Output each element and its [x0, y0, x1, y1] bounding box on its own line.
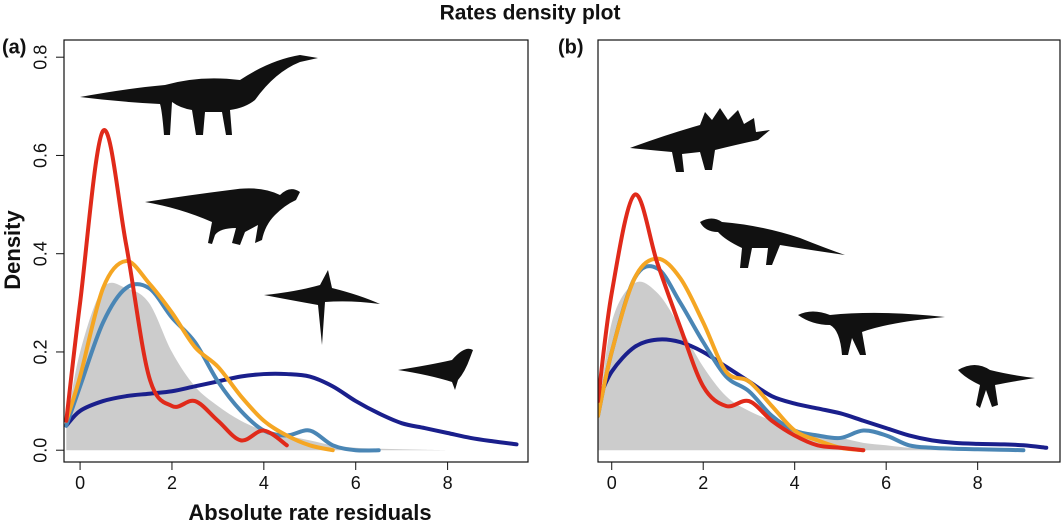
- y-tick-label: 0.6: [31, 143, 51, 168]
- x-tick-label: 2: [167, 473, 177, 493]
- plot-frame: [63, 39, 529, 463]
- x-tick-label: 4: [790, 473, 800, 493]
- panel: 0 2 4 6 8 (b): [558, 36, 1061, 493]
- x-tick-label: 0: [75, 473, 85, 493]
- density-line: [64, 259, 335, 453]
- density-line: [598, 192, 866, 453]
- panel: 0 2 4 6 8 0.0 0.2 0.4 0.6 0.8(a): [2, 36, 529, 493]
- x-tick-label: 6: [351, 473, 361, 493]
- x-tick-label: 6: [881, 473, 891, 493]
- x-tick-label: 8: [443, 473, 453, 493]
- theropod-feathered: [958, 365, 1035, 408]
- ornithopod: [700, 218, 845, 268]
- y-tick-label: 0.2: [31, 339, 51, 364]
- y-axis-label: Density: [0, 210, 25, 290]
- density-line: [598, 256, 866, 453]
- x-tick-label: 0: [607, 473, 617, 493]
- silhouettes: [80, 55, 1035, 408]
- sauropod: [80, 55, 318, 135]
- x-tick-label: 4: [259, 473, 269, 493]
- density-line: [64, 282, 381, 453]
- y-tick-label: 0.0: [31, 438, 51, 463]
- tyrannosaur: [798, 311, 945, 355]
- plot-frame: [597, 39, 1061, 463]
- panel-label: (a): [2, 36, 26, 58]
- panel-label: (b): [558, 36, 584, 58]
- density-line: [64, 371, 519, 447]
- density-area: [598, 281, 978, 451]
- theropod-small: [398, 348, 473, 390]
- pterosaur: [264, 270, 380, 345]
- y-tick-label: 0.8: [31, 45, 51, 70]
- density-line: [598, 337, 1049, 450]
- density-area: [66, 282, 448, 451]
- x-tick-label: 2: [698, 473, 708, 493]
- plot-area: [64, 128, 519, 453]
- y-tick-label: 0.4: [31, 241, 51, 266]
- hadrosaur: [145, 188, 300, 245]
- x-tick-label: 8: [973, 473, 983, 493]
- x-axis-label: Absolute rate residuals: [188, 500, 431, 525]
- stegosaur: [630, 108, 770, 172]
- plot-area: [598, 192, 1049, 453]
- chart-title: Rates density plot: [440, 2, 621, 25]
- density-line: [64, 128, 289, 448]
